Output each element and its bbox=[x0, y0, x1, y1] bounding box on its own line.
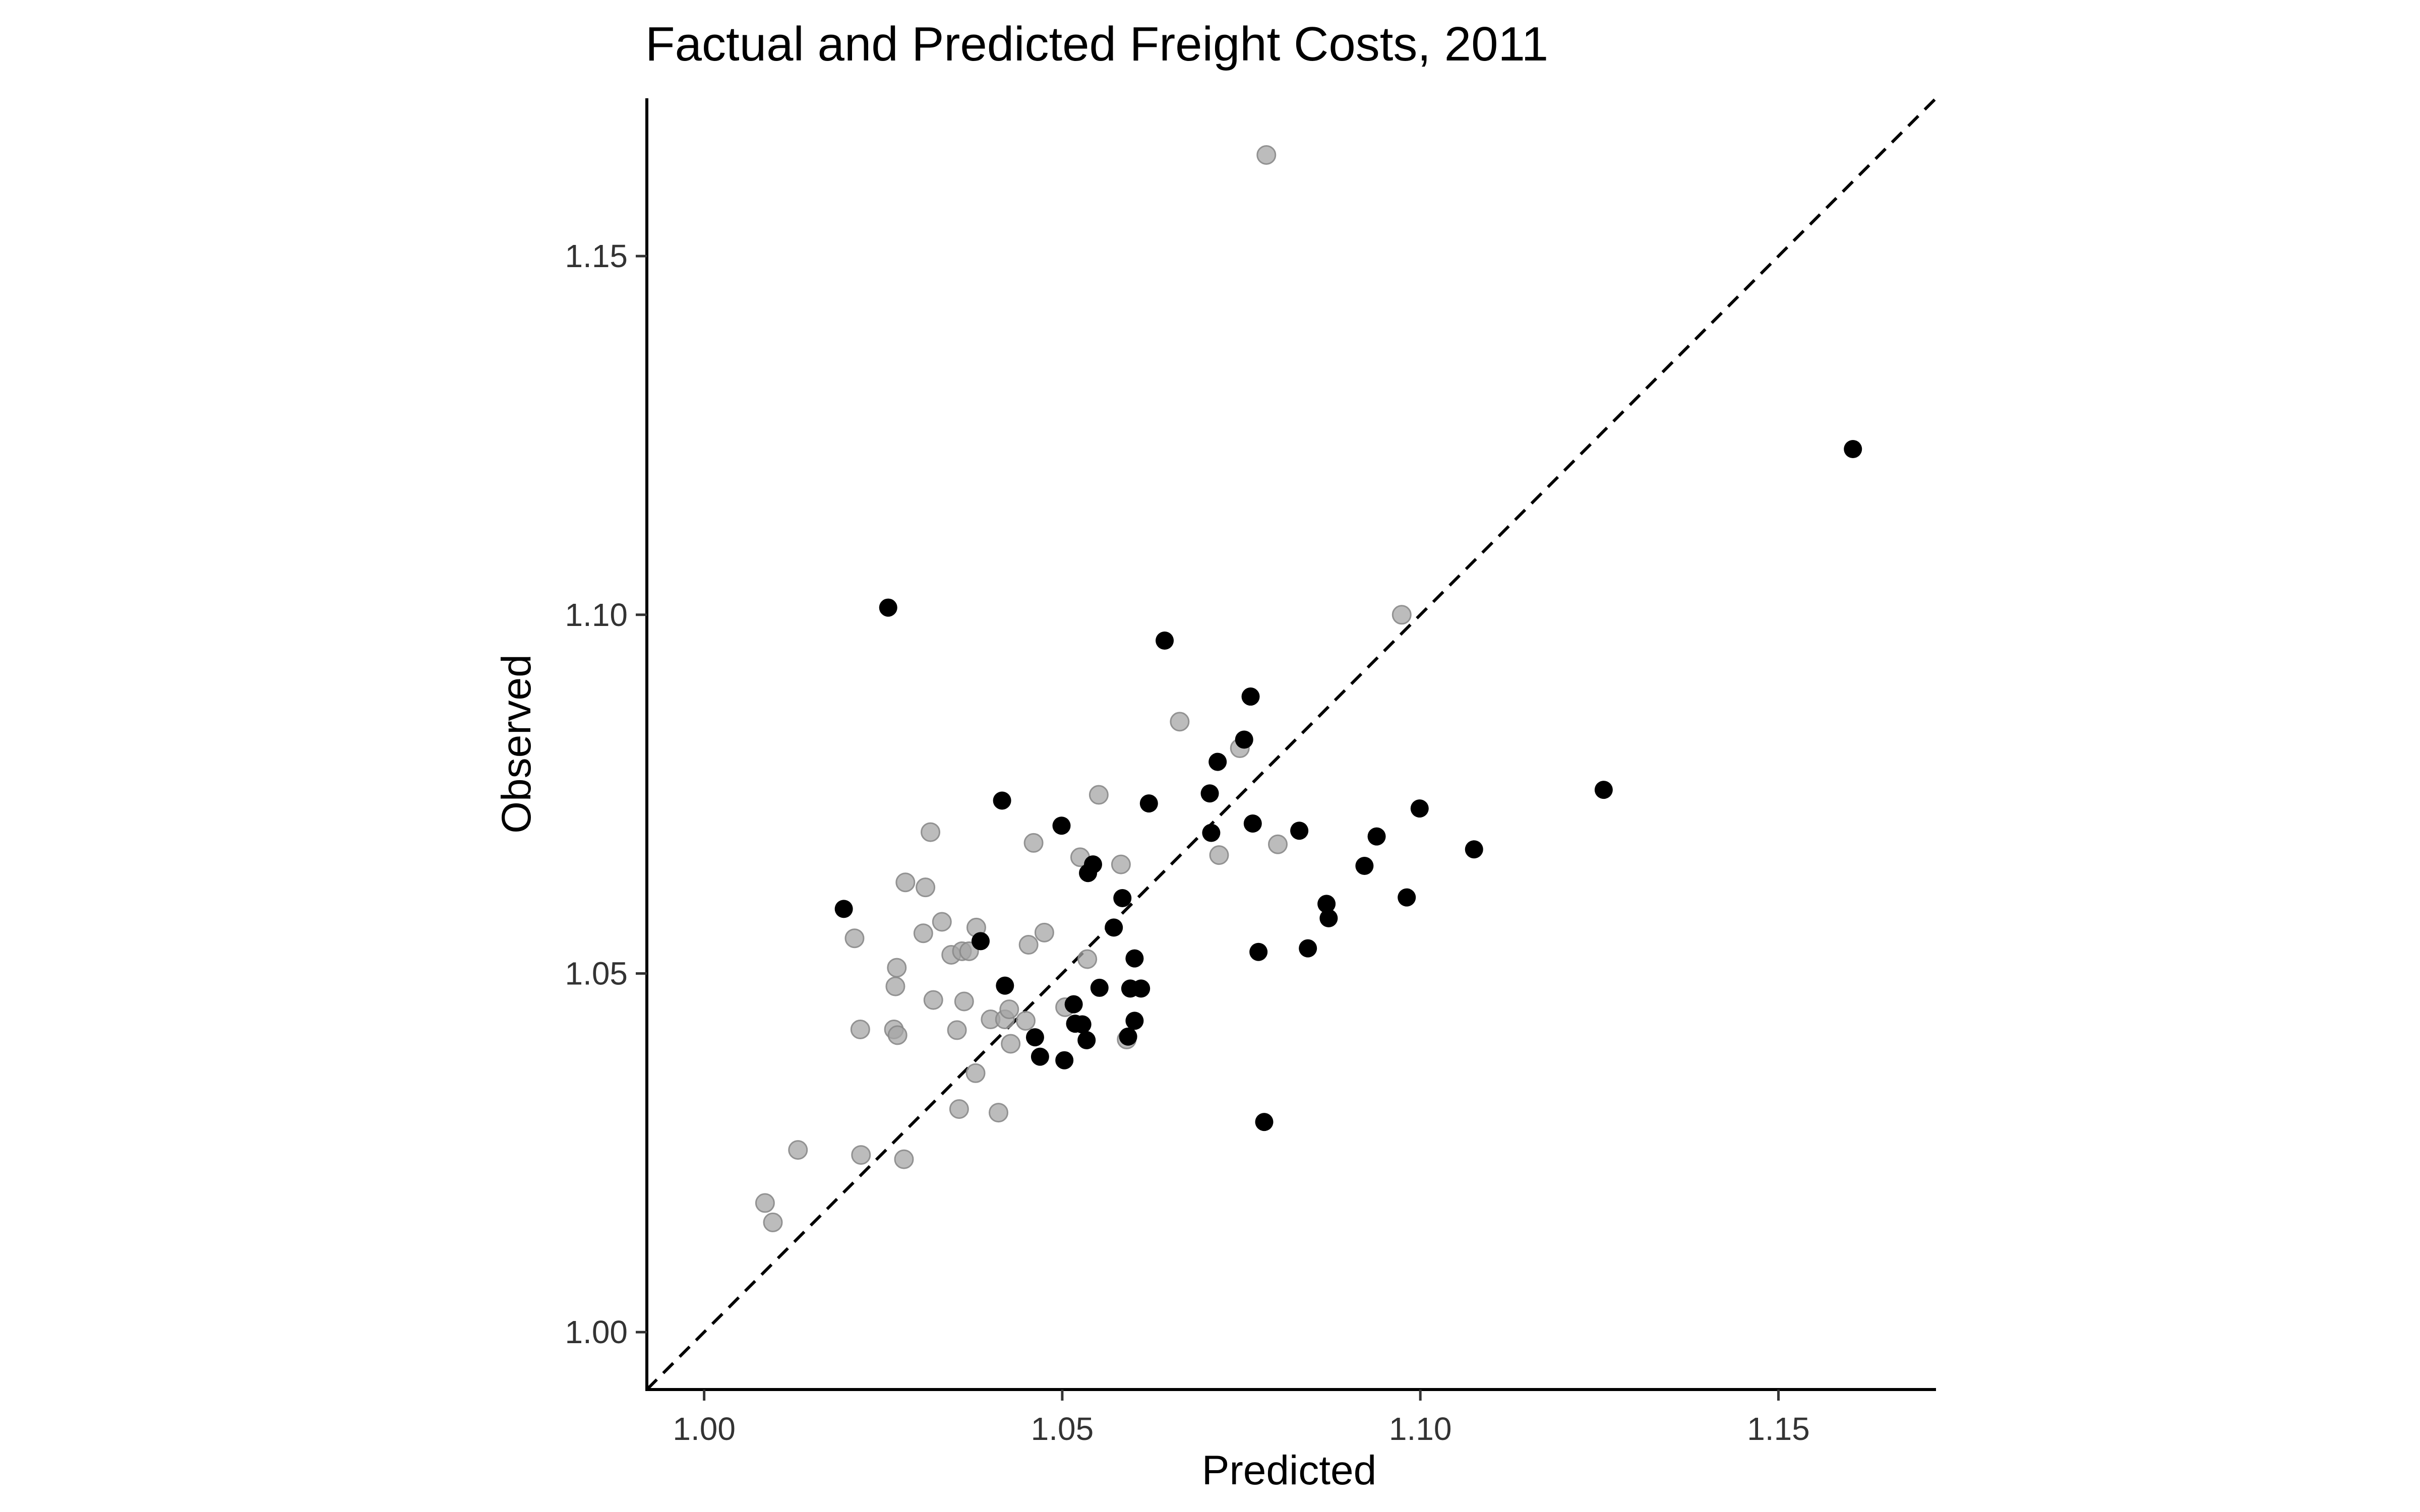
data-point-black bbox=[1410, 799, 1429, 818]
data-point-black bbox=[1073, 1015, 1092, 1034]
data-point-black bbox=[1465, 840, 1483, 859]
chart-title: Factual and Predicted Freight Costs, 201… bbox=[645, 17, 1548, 71]
data-point-gray bbox=[763, 1212, 783, 1232]
data-point-gray bbox=[921, 822, 941, 842]
data-point-black bbox=[1077, 1031, 1096, 1049]
data-point-gray bbox=[895, 872, 916, 893]
data-point-black bbox=[1105, 918, 1123, 937]
data-point-black bbox=[1202, 824, 1221, 842]
data-point-gray bbox=[1034, 922, 1054, 942]
y-tick-label: 1.00 bbox=[565, 1314, 628, 1350]
data-point-gray bbox=[1268, 834, 1288, 854]
data-point-black bbox=[1255, 1113, 1274, 1131]
reference-line-y-equals-x bbox=[645, 97, 1938, 1391]
x-axis-label: Predicted bbox=[1202, 1447, 1376, 1493]
x-tick-label: 1.05 bbox=[1031, 1411, 1094, 1447]
data-point-gray bbox=[999, 999, 1019, 1020]
data-point-black bbox=[1139, 794, 1158, 813]
data-point-gray bbox=[894, 1149, 914, 1169]
data-point-black bbox=[1113, 889, 1132, 908]
data-point-black bbox=[1367, 827, 1386, 846]
data-point-black bbox=[879, 598, 897, 617]
x-axis-ticks: 1.00 1.05 1.10 1.15 bbox=[673, 1390, 1810, 1447]
data-point-gray bbox=[1111, 854, 1131, 874]
data-point-black bbox=[1299, 939, 1317, 958]
data-point-gray bbox=[1392, 605, 1412, 625]
data-point-gray bbox=[850, 1019, 870, 1039]
y-tick-label: 1.15 bbox=[565, 238, 628, 274]
data-point-black bbox=[1052, 816, 1071, 835]
data-point-black bbox=[1200, 784, 1219, 803]
data-point-gray bbox=[788, 1140, 808, 1160]
data-point-black bbox=[993, 791, 1011, 810]
data-point-black bbox=[1125, 949, 1144, 968]
data-point-gray bbox=[923, 990, 943, 1010]
data-point-black bbox=[1290, 822, 1309, 840]
data-point-black bbox=[1055, 1051, 1074, 1069]
data-point-black bbox=[1235, 730, 1253, 749]
data-point-black bbox=[1132, 979, 1151, 998]
data-point-gray bbox=[949, 1099, 969, 1119]
data-point-gray bbox=[1209, 845, 1229, 865]
data-point-gray bbox=[932, 912, 952, 932]
y-tick-label: 1.10 bbox=[565, 597, 628, 633]
data-point-black bbox=[1208, 752, 1227, 771]
data-point-gray bbox=[887, 958, 907, 978]
data-point-black bbox=[1355, 856, 1374, 875]
data-point-gray bbox=[1001, 1034, 1021, 1054]
data-point-black bbox=[1064, 995, 1083, 1014]
data-point-black bbox=[1844, 440, 1862, 459]
data-point-black bbox=[996, 976, 1014, 995]
data-point-black bbox=[971, 932, 990, 951]
data-point-black bbox=[1025, 1028, 1044, 1047]
data-point-gray bbox=[1077, 949, 1098, 969]
data-point-gray bbox=[844, 928, 865, 949]
data-point-black bbox=[1241, 687, 1260, 706]
data-point-black bbox=[1594, 781, 1613, 799]
data-point-black bbox=[1156, 632, 1174, 650]
data-point-black bbox=[1398, 888, 1416, 907]
data-point-gray bbox=[1023, 833, 1044, 853]
x-tick-label: 1.10 bbox=[1389, 1411, 1452, 1447]
data-point-black bbox=[1319, 909, 1338, 927]
series-gray-points bbox=[755, 145, 1412, 1232]
data-point-gray bbox=[913, 923, 933, 943]
data-point-black bbox=[1119, 1027, 1137, 1046]
data-point-black bbox=[834, 900, 853, 918]
y-tick-label: 1.05 bbox=[565, 955, 628, 991]
x-tick-label: 1.00 bbox=[673, 1411, 736, 1447]
data-point-black bbox=[1090, 978, 1109, 997]
data-point-gray bbox=[885, 976, 905, 996]
data-point-black bbox=[1125, 1012, 1144, 1030]
data-point-gray bbox=[1256, 145, 1277, 165]
data-point-gray bbox=[755, 1193, 775, 1213]
data-point-gray bbox=[887, 1025, 908, 1045]
data-point-black bbox=[1084, 855, 1103, 874]
data-point-gray bbox=[988, 1103, 1008, 1123]
data-point-black bbox=[1243, 814, 1262, 833]
x-tick-label: 1.15 bbox=[1747, 1411, 1810, 1447]
data-point-gray bbox=[916, 877, 936, 898]
data-point-gray bbox=[965, 1063, 986, 1083]
data-point-black bbox=[1249, 942, 1268, 961]
data-point-gray bbox=[947, 1020, 967, 1040]
y-axis-ticks: 1.00 1.05 1.10 1.15 bbox=[565, 238, 647, 1350]
data-point-gray bbox=[1088, 785, 1109, 805]
data-point-gray bbox=[1015, 1011, 1036, 1031]
data-point-gray bbox=[1170, 712, 1190, 732]
plot-area bbox=[645, 97, 1938, 1391]
data-point-black bbox=[1031, 1047, 1049, 1066]
data-point-black bbox=[1317, 895, 1336, 913]
data-point-gray bbox=[851, 1145, 871, 1165]
data-point-gray bbox=[954, 991, 974, 1012]
data-point-gray bbox=[1018, 935, 1039, 955]
series-black-points bbox=[834, 440, 1862, 1131]
y-axis-label: Observed bbox=[494, 654, 539, 834]
